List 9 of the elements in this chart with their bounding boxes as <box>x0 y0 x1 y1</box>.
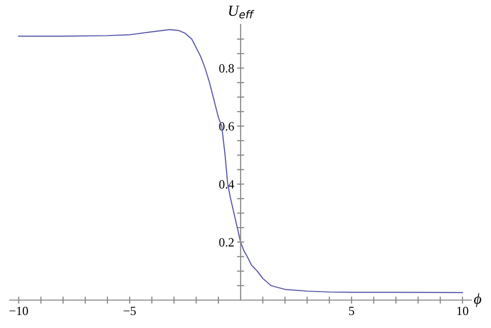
y-tick-label: 0.2 <box>219 238 234 247</box>
y-tick-label: 0.8 <box>219 64 234 73</box>
x-tick-label: 10 <box>457 306 468 316</box>
y-axis-title: U$_{eff}$ <box>229 6 254 18</box>
x-tick-label: 5 <box>349 306 354 316</box>
x-tick-label: −5 <box>124 306 136 316</box>
line-series <box>18 28 464 294</box>
x-axis-title: ϕ <box>474 293 482 308</box>
x-tick-label: −10 <box>10 306 28 316</box>
